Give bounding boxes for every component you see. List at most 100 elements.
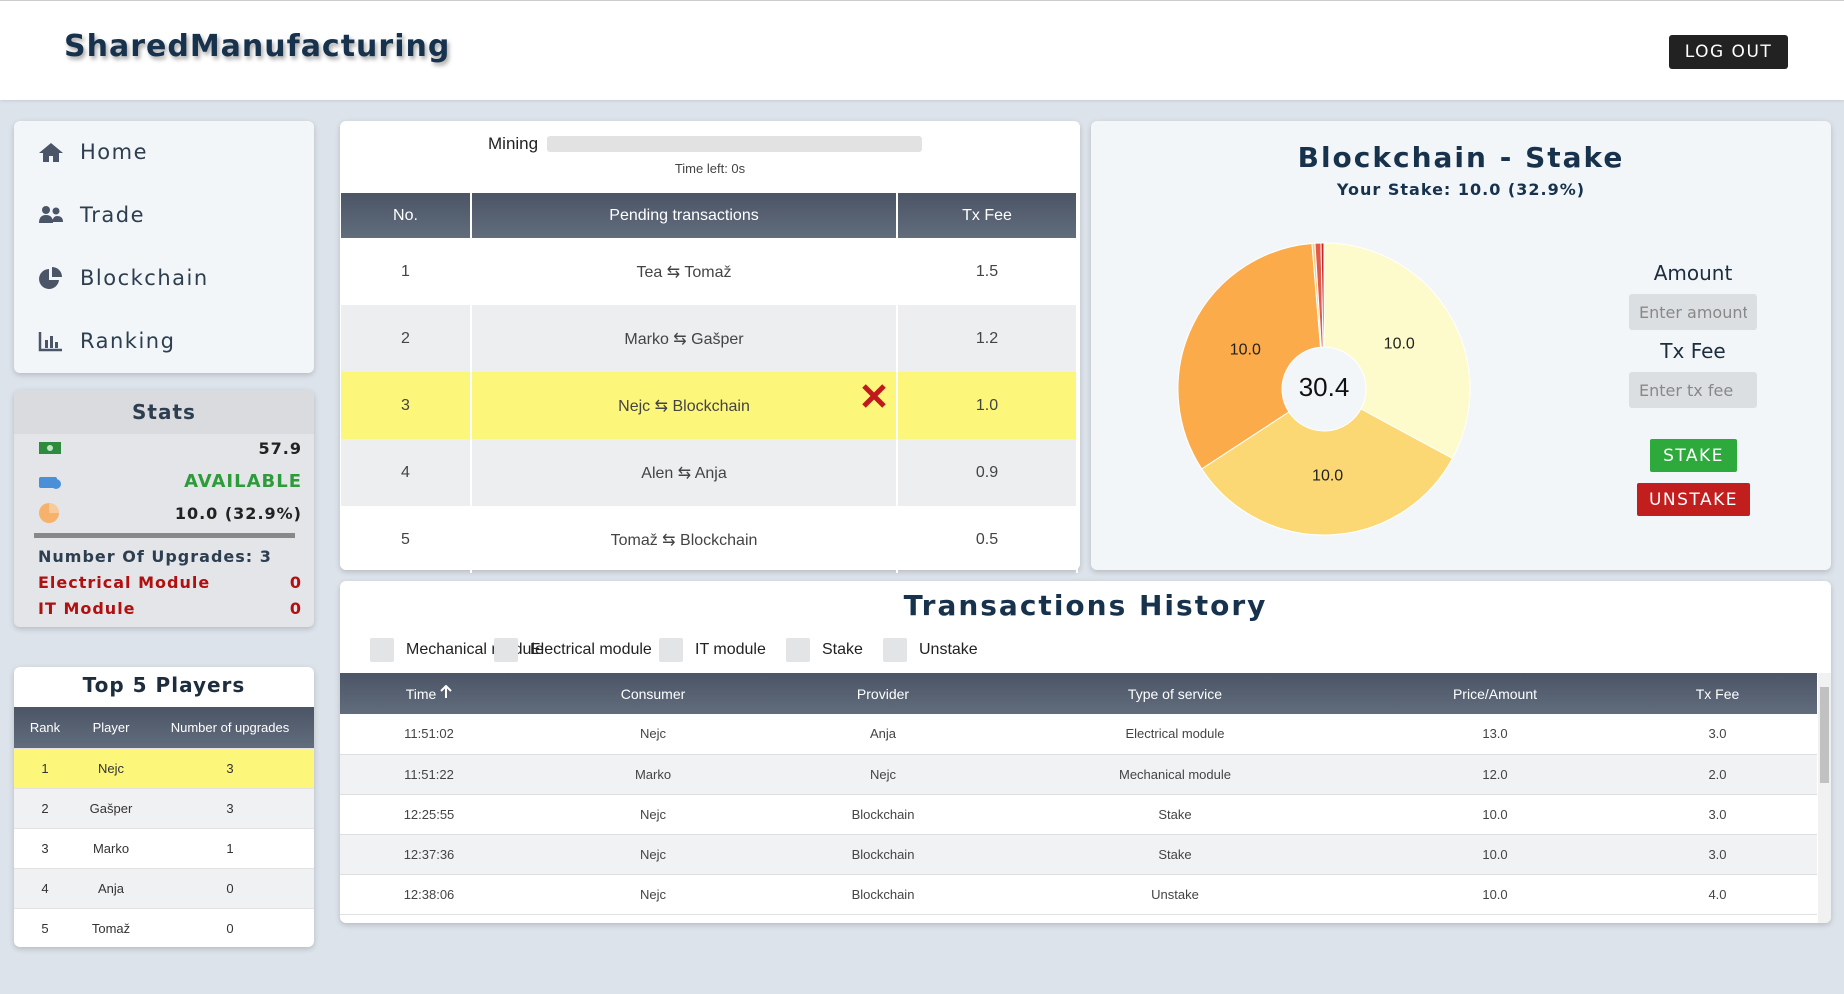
column-header: Tx Fee (1618, 673, 1817, 714)
table-row: 4 Anja 0 (14, 867, 314, 908)
stake-pie: 10.0 10.0 10.0 30.4 (1177, 242, 1471, 536)
table-cell: Nejc (788, 754, 978, 795)
checkbox[interactable] (494, 638, 518, 662)
stake-subtitle: Your Stake: 10.0 (32.9%) (1336, 180, 1586, 199)
table-cell: 3 (341, 372, 472, 439)
filter-option[interactable]: Unstake (883, 638, 978, 662)
table-cell: 10.0 (1372, 794, 1618, 835)
nav-blockchain[interactable]: Blockchain (38, 266, 209, 290)
table-row: 12:38:06 Nejc Blockchain Unstake 10.0 4.0 (340, 874, 1817, 915)
table-cell: 2 (341, 305, 472, 372)
slice-label: 10.0 (1384, 335, 1415, 352)
upgrades: Number Of Upgrades: 3 (38, 543, 302, 569)
table-cell: Tea ⇆ Tomaž (471, 238, 898, 305)
pie-slice (1177, 242, 1322, 470)
table-cell: Nejc (76, 747, 146, 788)
pie-slice (1323, 242, 1471, 460)
history-table: Time Consumer Provider Type of service Price… (340, 673, 1817, 915)
table-cell: 12:38:06 (340, 874, 518, 915)
fee-input[interactable] (1629, 372, 1757, 408)
table-cell: Stake (978, 834, 1372, 875)
table-body: 1 Nejc 3 2 Gašper 3 3 Marko 1 4 Anja 0 5 Tomaž 0 (14, 747, 314, 947)
table-cell: Blockchain (788, 874, 978, 915)
table-cell: Marko (518, 754, 788, 795)
amount-input[interactable] (1629, 294, 1757, 330)
table-cell: 11:51:02 (340, 714, 518, 755)
pie-slice (1320, 242, 1325, 348)
table-cell: Marko (76, 827, 146, 868)
column-header: Pending transactions (471, 193, 898, 238)
trade-icon (39, 206, 63, 223)
filter-label: Unstake (919, 641, 978, 658)
table-cell: 3.0 (1618, 834, 1817, 875)
module-count: 0 (289, 572, 302, 592)
unstake-button[interactable]: UNSTAKE (1637, 483, 1750, 516)
table-row: 11:51:02 Nejc Anja Electrical module 13.0 3.0 (340, 714, 1817, 755)
time-left: Time left: 0s (674, 161, 746, 176)
divider (34, 533, 295, 538)
pending-table: No. Pending transactions Tx Fee 1 Tea ⇆ Toma… (341, 193, 1078, 573)
stake-value: 10.0 (32.9%) (174, 503, 302, 523)
scrollbar[interactable] (1818, 673, 1831, 923)
column-header: Consumer (518, 673, 788, 714)
checkbox[interactable] (786, 638, 810, 662)
table-cell: 1.2 (897, 305, 1078, 372)
column-header: Number of upgrades (146, 707, 314, 748)
nav-label: Blockchain (80, 266, 209, 290)
filter-option[interactable]: IT module (659, 638, 766, 662)
table-cell: Blockchain (788, 834, 978, 875)
table-cell: Nejc (518, 714, 788, 755)
top-players-table: Rank Player Number of upgrades 1 Nejc 3 2 Gašpe… (14, 707, 314, 947)
table-cell: 4 (341, 439, 472, 506)
filter-option[interactable]: Stake (786, 638, 863, 662)
nav-ranking[interactable]: Ranking (38, 329, 175, 353)
table-cell: 2 (14, 787, 76, 828)
pie-slice (1201, 408, 1454, 536)
top-players-card: Top 5 Players Rank Player Number of upgrad… (14, 667, 314, 947)
table-cell: 3 (14, 827, 76, 868)
table-row: 12:37:36 Nejc Blockchain Stake 10.0 3.0 (340, 834, 1817, 875)
stats-card: Stats 57.9 AVAILABLE 10.0 (32.9%) Number… (14, 390, 314, 627)
stake-button[interactable]: STAKE (1650, 439, 1737, 472)
column-header: Player (76, 707, 146, 748)
reject-icon[interactable] (861, 383, 887, 409)
home-icon (39, 143, 63, 162)
table-row: 12:25:55 Nejc Blockchain Stake 10.0 3.0 (340, 794, 1817, 835)
status: AVAILABLE (184, 470, 302, 492)
logout-button[interactable]: LOG OUT (1669, 35, 1788, 69)
stat-row: 57.9 (38, 435, 302, 461)
module-row: Electrical Module 0 (38, 569, 302, 595)
sort-icon[interactable] (440, 684, 453, 699)
table-body: 1 Tea ⇆ Tomaž 1.5 2 Marko ⇆ Gašper 1.2 3 Nejc ⇆… (341, 238, 1078, 573)
table-row: 2 Gašper 3 (14, 787, 314, 828)
checkbox[interactable] (659, 638, 683, 662)
fee-label: Tx Fee (1660, 339, 1726, 363)
column-header: Type of service (978, 673, 1372, 714)
table-cell: Tomaž (76, 907, 146, 947)
column-header: Price/Amount (1372, 673, 1618, 714)
table-body: 11:51:02 Nejc Anja Electrical module 13.0 3.0… (340, 714, 1817, 915)
table-cell: 4 (14, 867, 76, 908)
table-cell: 3.0 (1618, 714, 1817, 755)
header-row: No. Pending transactions Tx Fee (341, 193, 1078, 238)
checkbox[interactable] (883, 638, 907, 662)
table-cell: 12:37:36 (340, 834, 518, 875)
nav-trade[interactable]: Trade (38, 203, 145, 227)
nav-menu: Home Trade Blockchain Ranking (14, 121, 314, 373)
checkbox[interactable] (370, 638, 394, 662)
scroll-thumb[interactable] (1820, 687, 1829, 783)
table-cell: 1 (14, 747, 76, 788)
filter-option[interactable]: Electrical module (494, 638, 652, 662)
table-cell: 5 (14, 907, 76, 947)
table-cell: 11:51:22 (340, 754, 518, 795)
table-cell: 10.0 (1372, 874, 1618, 915)
slice-label: 10.0 (1230, 342, 1261, 359)
table-cell: 3 (146, 787, 314, 828)
nav-home[interactable]: Home (38, 140, 148, 164)
stake-icon (39, 503, 59, 523)
stake-card: Blockchain - Stake Your Stake: 10.0 (32.… (1091, 121, 1831, 570)
nav-label: Ranking (80, 329, 176, 353)
mining-label: Mining (488, 134, 539, 153)
table-cell: Anja (76, 867, 146, 908)
